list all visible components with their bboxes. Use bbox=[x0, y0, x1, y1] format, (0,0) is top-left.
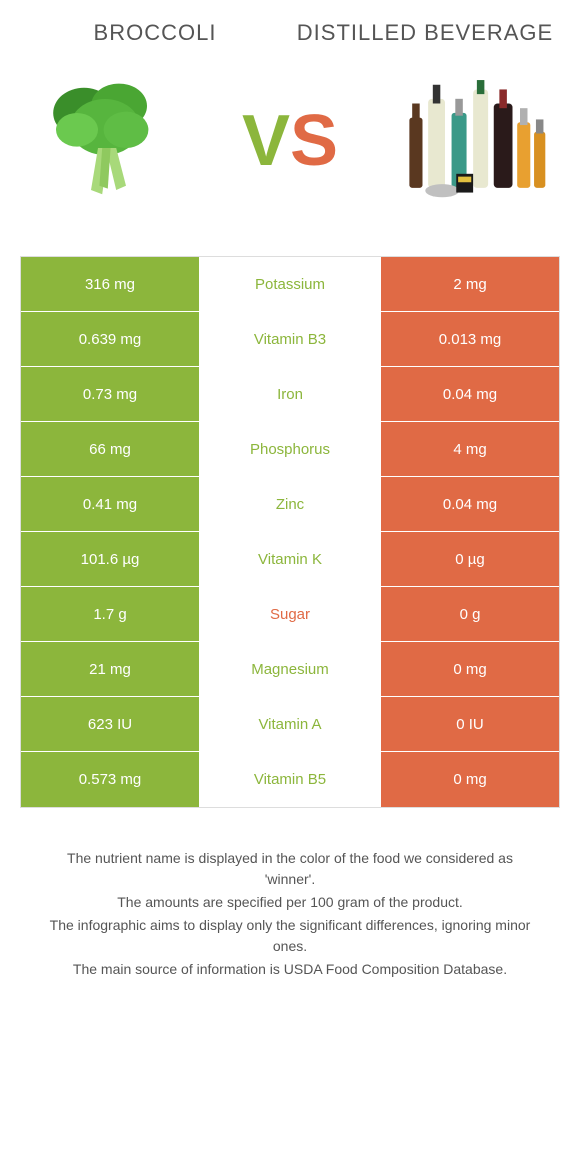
nutrient-name: Zinc bbox=[199, 477, 381, 531]
right-value: 0 IU bbox=[381, 697, 559, 751]
left-value: 0.73 mg bbox=[21, 367, 199, 421]
nutrient-name: Magnesium bbox=[199, 642, 381, 696]
right-value: 2 mg bbox=[381, 257, 559, 311]
broccoli-icon bbox=[35, 71, 175, 211]
footer-notes: The nutrient name is displayed in the co… bbox=[20, 848, 560, 980]
table-row: 0.73 mgIron0.04 mg bbox=[21, 367, 559, 422]
nutrient-name: Potassium bbox=[199, 257, 381, 311]
right-value: 0 µg bbox=[381, 532, 559, 586]
left-value: 0.639 mg bbox=[21, 312, 199, 366]
right-value: 0 mg bbox=[381, 752, 559, 807]
left-value: 623 IU bbox=[21, 697, 199, 751]
nutrient-name: Phosphorus bbox=[199, 422, 381, 476]
right-value: 0 g bbox=[381, 587, 559, 641]
left-value: 66 mg bbox=[21, 422, 199, 476]
nutrient-name: Vitamin B5 bbox=[199, 752, 381, 807]
table-row: 623 IUVitamin A0 IU bbox=[21, 697, 559, 752]
right-value: 0 mg bbox=[381, 642, 559, 696]
left-value: 21 mg bbox=[21, 642, 199, 696]
header: Broccoli Distilled beverage bbox=[20, 20, 560, 46]
right-value: 4 mg bbox=[381, 422, 559, 476]
nutrient-name: Sugar bbox=[199, 587, 381, 641]
table-row: 0.573 mgVitamin B50 mg bbox=[21, 752, 559, 807]
nutrient-name: Vitamin B3 bbox=[199, 312, 381, 366]
left-value: 316 mg bbox=[21, 257, 199, 311]
nutrient-name: Vitamin A bbox=[199, 697, 381, 751]
footer-line-2: The amounts are specified per 100 gram o… bbox=[40, 892, 540, 913]
table-row: 0.41 mgZinc0.04 mg bbox=[21, 477, 559, 532]
footer-line-4: The main source of information is USDA F… bbox=[40, 959, 540, 980]
footer-line-1: The nutrient name is displayed in the co… bbox=[40, 848, 540, 890]
vs-label: VS bbox=[242, 100, 338, 182]
left-image bbox=[30, 66, 180, 216]
left-value: 101.6 µg bbox=[21, 532, 199, 586]
vs-s: S bbox=[290, 101, 338, 181]
nutrient-name: Vitamin K bbox=[199, 532, 381, 586]
table-row: 21 mgMagnesium0 mg bbox=[21, 642, 559, 697]
right-title: Distilled beverage bbox=[290, 20, 560, 46]
vs-v: V bbox=[242, 101, 290, 181]
table-row: 316 mgPotassium2 mg bbox=[21, 257, 559, 312]
nutrient-table: 316 mgPotassium2 mg0.639 mgVitamin B30.0… bbox=[20, 256, 560, 808]
table-row: 1.7 gSugar0 g bbox=[21, 587, 559, 642]
right-value: 0.013 mg bbox=[381, 312, 559, 366]
left-value: 1.7 g bbox=[21, 587, 199, 641]
table-row: 66 mgPhosphorus4 mg bbox=[21, 422, 559, 477]
table-row: 0.639 mgVitamin B30.013 mg bbox=[21, 312, 559, 367]
bottles-icon bbox=[400, 76, 550, 206]
nutrient-name: Iron bbox=[199, 367, 381, 421]
right-value: 0.04 mg bbox=[381, 477, 559, 531]
left-value: 0.573 mg bbox=[21, 752, 199, 807]
images-row: VS bbox=[20, 66, 560, 216]
table-row: 101.6 µgVitamin K0 µg bbox=[21, 532, 559, 587]
footer-line-3: The infographic aims to display only the… bbox=[40, 915, 540, 957]
left-title: Broccoli bbox=[20, 20, 290, 46]
right-image bbox=[400, 66, 550, 216]
right-value: 0.04 mg bbox=[381, 367, 559, 421]
left-value: 0.41 mg bbox=[21, 477, 199, 531]
